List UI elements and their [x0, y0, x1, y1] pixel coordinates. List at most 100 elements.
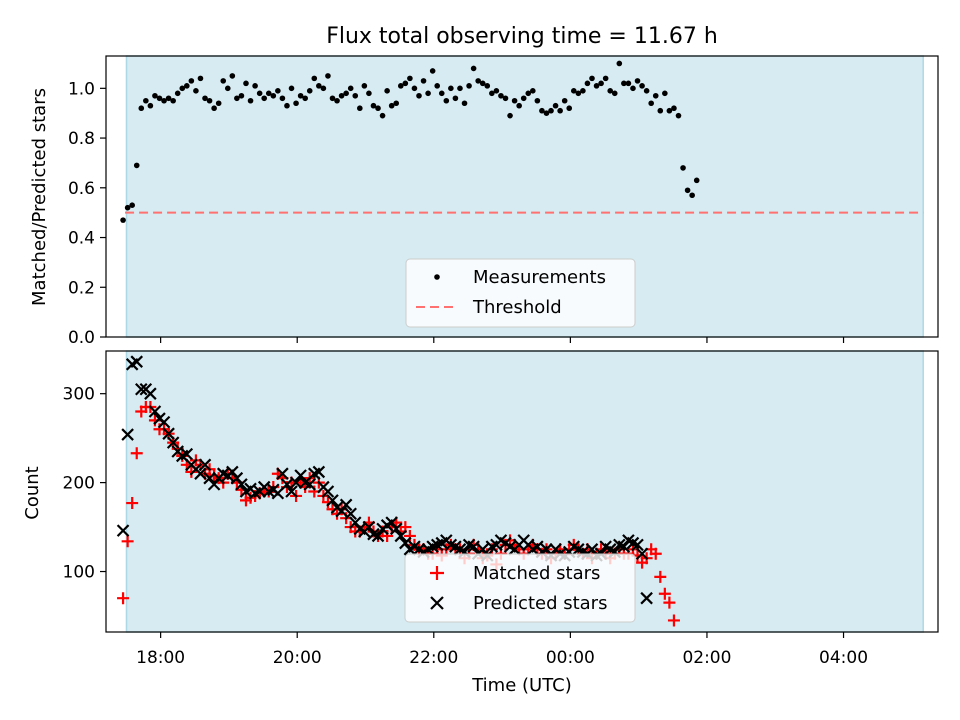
measurement-point	[493, 88, 500, 94]
measurement-point	[234, 95, 240, 102]
predicted-star-point	[385, 516, 398, 529]
matched-star-point	[121, 535, 134, 548]
matched-star-point	[130, 447, 143, 460]
measurement-point	[147, 102, 154, 109]
top-y-axis-label: Matched/Predicted stars	[29, 88, 50, 306]
measurement-point	[575, 90, 582, 97]
measurement-point	[370, 102, 377, 109]
measurement-point	[302, 95, 308, 102]
measurement-point	[184, 83, 190, 89]
measurement-point	[124, 204, 131, 211]
measurement-point	[165, 95, 172, 102]
measurement-point	[129, 202, 135, 209]
measurement-point	[648, 100, 654, 107]
measurement-point	[557, 107, 563, 114]
predicted-star-point	[467, 540, 480, 553]
measurement-point	[511, 97, 518, 104]
measurement-point	[215, 100, 222, 107]
measurement-point	[193, 88, 199, 94]
measurement-point	[466, 83, 472, 89]
measurement-point	[170, 97, 176, 104]
measurement-point	[220, 78, 227, 84]
predicted-star-point	[166, 436, 180, 449]
measurement-point	[425, 90, 431, 97]
top-y-tick-label: 0.6	[68, 179, 95, 199]
legend-threshold-label: Threshold	[472, 297, 562, 318]
measurement-point	[156, 95, 163, 102]
x-tick-label: 02:00	[682, 648, 731, 668]
measurement-point	[621, 80, 627, 87]
top-plot-frame	[105, 55, 939, 338]
legend-predicted-marker	[430, 596, 444, 610]
top-y-axis-ticks: 0.0 0.2 0.4 0.6 0.8 1.0	[68, 79, 106, 348]
measurement-point	[179, 85, 186, 92]
matched-star-point	[658, 587, 671, 600]
measurement-point	[611, 90, 618, 97]
measurement-point	[671, 105, 677, 112]
predicted-star-point	[389, 522, 403, 536]
measurement-point	[197, 75, 204, 82]
predicted-star-point	[148, 405, 162, 418]
measurement-point	[320, 85, 327, 92]
matched-star-point	[663, 596, 676, 609]
measurement-point	[361, 83, 368, 89]
top-y-tick-label: 1.0	[68, 79, 95, 99]
top-x-axis-ticks	[160, 337, 845, 343]
matched-star-point	[117, 592, 130, 605]
bottom-x-axis-ticks: 18:00 20:00 22:00 00:00 02:00 04:00	[136, 632, 868, 668]
predicted-star-point	[135, 382, 148, 396]
matched-star-point	[654, 570, 667, 583]
measurement-points	[120, 60, 700, 223]
measurement-point	[448, 85, 454, 92]
measurement-point	[143, 97, 149, 104]
measurement-point	[133, 162, 140, 169]
measurement-point	[420, 78, 427, 84]
measurement-point	[357, 105, 363, 112]
legend-predicted-label: Predicted stars	[473, 593, 607, 614]
predicted-star-point	[303, 478, 317, 491]
predicted-star-point	[326, 494, 339, 507]
matched-star-point	[185, 465, 198, 478]
measurement-point	[684, 187, 691, 194]
measurement-point	[475, 78, 481, 84]
predicted-star-point	[321, 485, 335, 498]
measurement-point	[407, 75, 413, 82]
measurement-point	[479, 80, 486, 87]
predicted-star-point	[226, 465, 239, 479]
measurement-point	[174, 90, 181, 97]
measurement-point	[643, 88, 650, 94]
measurement-point	[657, 107, 664, 114]
bottom-y-tick-label: 300	[63, 385, 95, 405]
measurement-point	[593, 83, 600, 89]
measurement-point	[607, 88, 614, 94]
measurement-point	[416, 92, 422, 99]
measurement-point	[311, 75, 318, 82]
matched-star-point	[649, 547, 662, 560]
top-y-tick-label: 0.0	[68, 328, 95, 348]
measurement-point	[402, 80, 409, 87]
measurement-point	[316, 83, 322, 89]
predicted-star-point	[276, 467, 289, 480]
measurement-point	[393, 100, 400, 107]
top-y-tick-label: 0.2	[68, 278, 95, 298]
measurement-point	[188, 78, 195, 84]
measurement-point	[252, 83, 258, 89]
top-panel: 0.0 0.2 0.4 0.6 0.8 1.0 Matched/Predicted sta…	[29, 55, 939, 348]
measurement-point	[306, 88, 313, 94]
predicted-star-point	[540, 543, 553, 556]
measurement-point	[689, 192, 695, 199]
measurement-point	[338, 92, 345, 99]
measurement-point	[375, 105, 381, 112]
measurement-point	[211, 105, 217, 112]
measurement-point	[639, 83, 645, 89]
top-y-tick-label: 0.8	[68, 129, 95, 149]
measurement-point	[229, 73, 236, 79]
measurement-point	[297, 92, 304, 99]
measurement-point	[443, 97, 450, 104]
measurement-point	[347, 85, 354, 92]
predicted-star-point	[144, 387, 157, 400]
x-tick-label: 18:00	[136, 648, 185, 668]
measurement-point	[388, 102, 395, 109]
predicted-star-point	[162, 427, 175, 440]
